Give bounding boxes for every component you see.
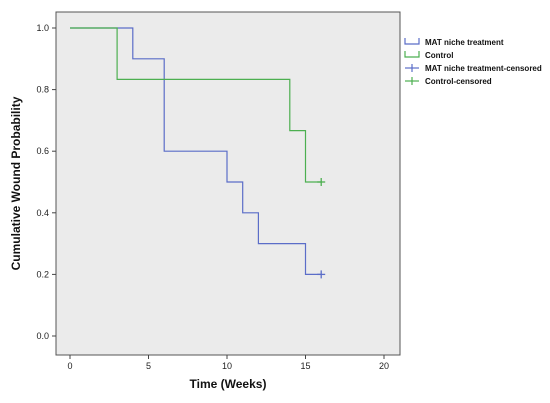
legend-swatch (404, 51, 420, 58)
x-tick-label: 0 (67, 361, 72, 371)
y-tick-label: 0.6 (36, 146, 49, 156)
series-line-0 (70, 27, 322, 275)
legend-swatch (404, 38, 420, 45)
legend-item-3: Control-censored (405, 77, 492, 86)
series-layer (70, 27, 322, 275)
plot-area (55, 11, 401, 356)
censor-mark-1 (317, 178, 326, 186)
x-tick-label: 15 (300, 361, 310, 371)
y-tick-label: 1.0 (36, 23, 49, 33)
x-tick-label: 10 (222, 361, 232, 371)
legend-item-0: MAT niche treatment (404, 38, 504, 47)
censor-mark-0 (317, 270, 326, 279)
y-tick-label: 0.4 (36, 208, 49, 218)
legend: MAT niche treatment Control MAT niche trea… (404, 38, 542, 86)
legend-item-1: Control (404, 51, 453, 60)
y-tick-label: 0.2 (36, 269, 49, 279)
y-tick-label: 0.8 (36, 85, 49, 95)
x-axis: 0 5 10 15 20 (67, 355, 389, 371)
series-line-1 (70, 27, 322, 183)
y-axis: 0.0 0.2 0.4 0.6 0.8 1.0 (36, 23, 56, 341)
legend-label: MAT niche treatment (425, 38, 504, 47)
censor-marks (317, 178, 326, 279)
x-tick-label: 20 (379, 361, 389, 371)
legend-label: MAT niche treatment-censored (425, 64, 542, 73)
legend-item-2: MAT niche treatment-censored (405, 64, 542, 73)
y-axis-title: Cumulative Wound Probability (9, 96, 23, 270)
x-axis-title: Time (Weeks) (190, 377, 267, 391)
legend-label: Control (425, 51, 453, 60)
x-tick-label: 5 (146, 361, 151, 371)
legend-label: Control-censored (425, 77, 492, 86)
y-tick-label: 0.0 (36, 331, 49, 341)
